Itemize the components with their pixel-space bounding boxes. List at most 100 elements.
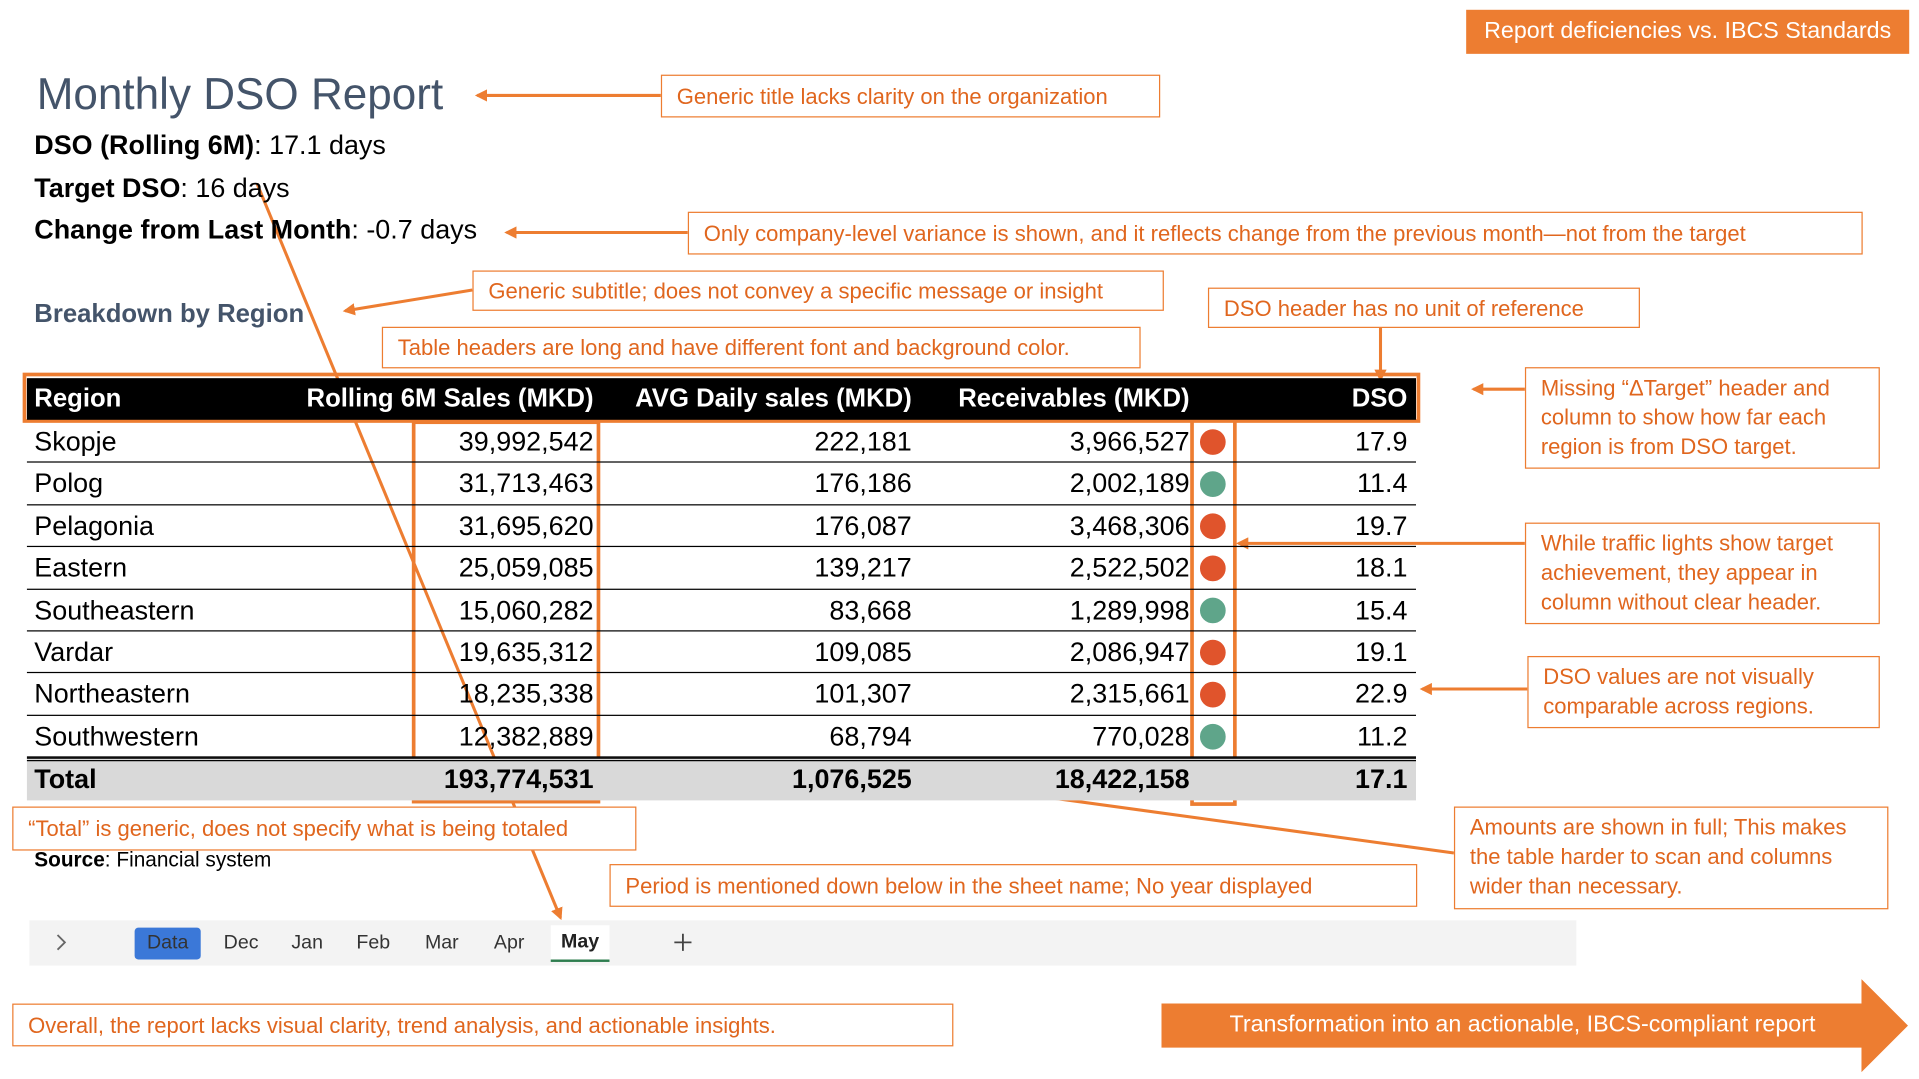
- kpi-value: : 16 days: [180, 171, 290, 203]
- badge: Report deficiencies vs. IBCS Standards: [1466, 9, 1910, 54]
- cell: 15,060,282: [458, 594, 594, 625]
- traffic-light: [1198, 680, 1227, 709]
- cell: Skopje: [34, 425, 117, 457]
- cell: 19.7: [1355, 510, 1408, 541]
- total-cell: 193,774,531: [443, 763, 594, 795]
- row-border: [26, 588, 1416, 590]
- annotation: Missing “ΔTarget” header and column to s…: [1524, 367, 1880, 469]
- banner-arrow: [1161, 979, 1908, 1073]
- traffic-light: [1198, 554, 1227, 583]
- cell: 31,713,463: [458, 467, 594, 499]
- cell: 222,181: [814, 425, 912, 457]
- cell: 68,794: [829, 720, 912, 752]
- cell: 83,668: [829, 594, 912, 625]
- report-title: Monthly DSO Report: [36, 68, 444, 119]
- cell: 18,235,338: [458, 678, 594, 710]
- sheet-tab[interactable]: Apr: [493, 932, 525, 954]
- highlight-sales: [411, 420, 601, 804]
- traffic-light: [1198, 512, 1227, 541]
- banner: Transformation into an actionable, IBCS-…: [1229, 1012, 1816, 1038]
- cell: 11.2: [1357, 720, 1408, 752]
- cell: 18.1: [1355, 552, 1408, 583]
- subtitle: Breakdown by Region: [34, 299, 305, 328]
- sheet-tab[interactable]: May: [550, 925, 610, 962]
- total-cell: 17.1: [1355, 763, 1408, 795]
- cell: 2,315,661: [1069, 678, 1190, 710]
- cell: Southwestern: [34, 720, 199, 752]
- annotation: Overall, the report lacks visual clarity…: [12, 1003, 954, 1047]
- cell: 101,307: [814, 678, 912, 710]
- cell: 39,992,542: [458, 425, 594, 457]
- row-border: [26, 546, 1416, 548]
- row-border: [26, 756, 1416, 758]
- cell: 139,217: [814, 552, 912, 583]
- annotation: Amounts are shown in full; This makes th…: [1453, 806, 1889, 910]
- cell: 109,085: [814, 636, 912, 667]
- total-cell: 18,422,158: [1054, 763, 1190, 795]
- cell: 17.9: [1355, 425, 1408, 457]
- sheet-tab[interactable]: Mar: [424, 932, 459, 954]
- kpi-value: : 17.1 days: [254, 129, 386, 161]
- source-label: Source: [34, 848, 105, 872]
- total-cell: Total: [34, 763, 97, 795]
- cell: 25,059,085: [458, 552, 594, 583]
- cell: 2,002,189: [1069, 467, 1190, 499]
- sheet-tab[interactable]: Data: [134, 927, 201, 960]
- column-header: Rolling 6M Sales (MKD): [306, 384, 594, 413]
- cell: 3,966,527: [1069, 425, 1190, 457]
- cell: 176,087: [814, 510, 912, 541]
- row-border: [26, 714, 1416, 716]
- cell: Vardar: [34, 636, 114, 667]
- annotation: “Total” is generic, does not specify wha…: [12, 806, 637, 851]
- cell: 19,635,312: [458, 636, 594, 667]
- cell: Northeastern: [34, 678, 190, 710]
- add-sheet[interactable]: [672, 931, 694, 953]
- cell: Polog: [34, 467, 104, 499]
- cell: Southeastern: [34, 594, 195, 625]
- scroll-icon[interactable]: [49, 930, 73, 954]
- column-header: Receivables (MKD): [958, 384, 1190, 413]
- total-cell: 1,076,525: [791, 763, 912, 795]
- sheet-tab[interactable]: Dec: [223, 932, 259, 954]
- row-border: [26, 503, 1416, 506]
- sheet-tab[interactable]: Feb: [356, 932, 391, 954]
- annotation: Generic subtitle; does not convey a spec…: [472, 270, 1164, 311]
- annotation: DSO header has no unit of reference: [1207, 287, 1640, 328]
- annotation: Table headers are long and have differen…: [381, 326, 1141, 369]
- sheet-tab[interactable]: Jan: [291, 932, 323, 954]
- row-border: [26, 461, 1416, 464]
- annotation: Generic title lacks clarity on the organ…: [660, 74, 1161, 118]
- annotation: While traffic lights show target achieve…: [1524, 522, 1880, 625]
- traffic-light: [1198, 722, 1227, 751]
- cell: 2,086,947: [1069, 636, 1190, 667]
- cell: Pelagonia: [34, 510, 155, 541]
- cell: 22.9: [1355, 678, 1408, 710]
- source: Source: Financial system: [34, 848, 271, 872]
- row-border: [26, 630, 1416, 632]
- annotation: DSO values are not visually comparable a…: [1527, 655, 1880, 729]
- cell: 176,186: [814, 467, 912, 499]
- annotation: Period is mentioned down below in the sh…: [609, 864, 1418, 907]
- traffic-light: [1198, 470, 1227, 499]
- cell: 19.1: [1355, 636, 1408, 667]
- cell: 12,382,889: [458, 720, 594, 752]
- traffic-light: [1198, 596, 1227, 625]
- kpi-label: Change from Last Month: [34, 214, 352, 245]
- row-border: [26, 672, 1416, 674]
- cell: 15.4: [1355, 594, 1408, 625]
- arrow: [342, 288, 473, 316]
- cell: 11.4: [1357, 467, 1408, 499]
- traffic-light: [1198, 638, 1227, 667]
- cell: 770,028: [1092, 720, 1190, 752]
- column-header: Region: [34, 384, 122, 413]
- kpi: DSO (Rolling 6M): 17.1 days: [34, 130, 386, 162]
- annotation: Only company-level variance is shown, an…: [687, 211, 1863, 255]
- cell: 1,289,998: [1069, 594, 1190, 625]
- kpi-value: : -0.7 days: [351, 214, 478, 245]
- kpi-label: DSO (Rolling 6M): [34, 129, 255, 161]
- traffic-light: [1198, 427, 1227, 457]
- cell: 3,468,306: [1069, 510, 1190, 541]
- kpi: Change from Last Month: -0.7 days: [34, 214, 477, 246]
- cell: 2,522,502: [1069, 552, 1190, 583]
